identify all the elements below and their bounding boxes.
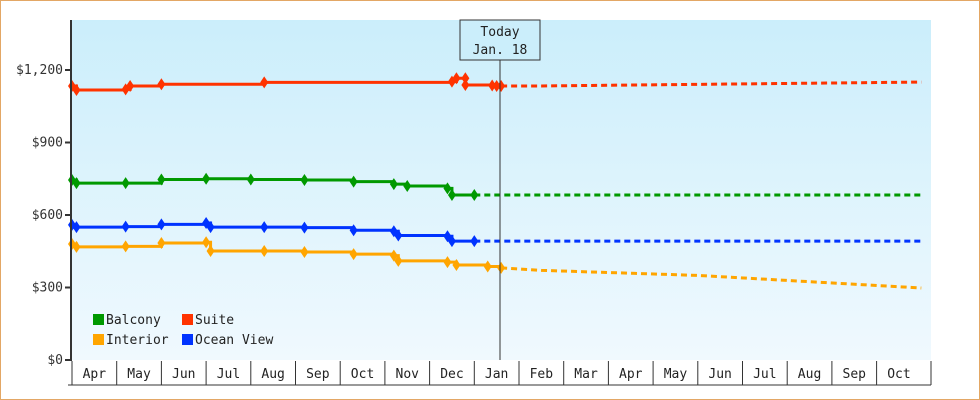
month-label: May [127, 367, 151, 382]
data-point[interactable] [483, 260, 492, 273]
data-point[interactable] [260, 76, 269, 89]
month-label: Jul [753, 367, 776, 382]
legend: Balcony Suite Interior Ocean View [93, 313, 273, 348]
month-label: Jan [485, 367, 508, 382]
data-point[interactable] [349, 175, 358, 188]
data-point[interactable] [389, 249, 398, 262]
series-layer [68, 72, 922, 290]
month-label: Nov [396, 367, 420, 382]
data-point[interactable] [72, 240, 81, 253]
month-label: Feb [530, 367, 554, 382]
data-point[interactable] [394, 229, 403, 242]
projection-line [501, 80, 922, 88]
data-point[interactable] [126, 79, 135, 92]
y-tick-label: $0 [47, 353, 63, 368]
legend-swatch [182, 334, 193, 345]
legend-item-ocean-view[interactable]: Ocean View [182, 333, 273, 348]
data-point[interactable] [206, 245, 215, 258]
data-point[interactable] [206, 221, 215, 234]
plot-area [72, 20, 931, 360]
data-point[interactable] [157, 78, 166, 91]
data-point[interactable] [157, 218, 166, 231]
legend-swatch [93, 314, 104, 325]
data-point[interactable] [461, 78, 470, 91]
y-tick-label: $300 [32, 281, 63, 296]
data-point[interactable] [403, 180, 412, 192]
data-point[interactable] [452, 72, 461, 85]
data-point[interactable] [447, 235, 456, 248]
data-point[interactable] [394, 254, 403, 267]
y-ticks: $0 $300 $600 $900 $1,200 [16, 63, 71, 368]
data-point[interactable] [300, 245, 309, 258]
series-balcony [68, 172, 922, 201]
series-ocean-view [68, 216, 922, 248]
month-label: Mar [574, 367, 598, 382]
data-point[interactable] [300, 221, 309, 234]
y-tick-label: $600 [32, 208, 63, 223]
today-marker: Today Jan. 18 [459, 19, 541, 360]
data-point[interactable] [492, 79, 501, 92]
data-point[interactable] [260, 221, 269, 234]
legend-item-balcony[interactable]: Balcony [93, 313, 161, 328]
legend-label: Suite [195, 313, 234, 328]
legend-label: Balcony [106, 313, 161, 328]
today-label: Today [480, 25, 519, 40]
data-point[interactable] [443, 182, 452, 195]
data-point[interactable] [260, 245, 269, 258]
month-label: Jul [217, 367, 240, 382]
data-point[interactable] [461, 72, 470, 85]
data-point[interactable] [72, 177, 81, 190]
month-label: Aug [798, 367, 821, 382]
month-label: Oct [887, 367, 910, 382]
data-point[interactable] [443, 256, 452, 269]
today-box [459, 19, 541, 61]
legend-swatch [182, 314, 193, 325]
y-tick-label: $900 [32, 136, 63, 151]
month-label: Jun [172, 367, 195, 382]
legend-label: Interior [106, 333, 169, 348]
data-point[interactable] [452, 259, 461, 272]
data-point[interactable] [72, 221, 81, 234]
data-point[interactable] [300, 173, 309, 186]
projection-line [501, 266, 922, 290]
data-point[interactable] [488, 79, 497, 92]
legend-swatch [93, 334, 104, 345]
data-point[interactable] [447, 188, 456, 201]
data-point[interactable] [202, 236, 211, 249]
data-point[interactable] [246, 173, 255, 186]
month-label: Oct [351, 367, 374, 382]
series-interior [68, 236, 922, 290]
x-axis: Apr May Jun Jul Aug Sep Oct Nov Dec Jan Feb Mar Apr M… [68, 361, 932, 386]
month-label: May [664, 367, 688, 382]
series-suite [68, 72, 922, 97]
month-label: Apr [619, 367, 643, 382]
month-label: Apr [83, 367, 107, 382]
data-point[interactable] [202, 172, 211, 185]
data-point[interactable] [157, 237, 166, 250]
data-point[interactable] [121, 177, 130, 190]
y-tick-label: $1,200 [16, 63, 63, 78]
data-point[interactable] [349, 248, 358, 261]
month-label: Dec [440, 367, 463, 382]
month-label: Jun [708, 367, 731, 382]
data-point[interactable] [157, 173, 166, 186]
legend-label: Ocean View [195, 333, 273, 348]
legend-item-suite[interactable]: Suite [182, 313, 234, 328]
data-point[interactable] [121, 240, 130, 253]
month-label: Sep [843, 367, 867, 382]
data-point[interactable] [349, 224, 358, 237]
month-label: Sep [306, 367, 330, 382]
data-point[interactable] [121, 220, 130, 233]
data-point[interactable] [72, 84, 81, 97]
legend-item-interior[interactable]: Interior [93, 333, 169, 348]
data-point[interactable] [389, 178, 398, 191]
month-label: Aug [261, 367, 284, 382]
today-date: Jan. 18 [473, 43, 528, 58]
